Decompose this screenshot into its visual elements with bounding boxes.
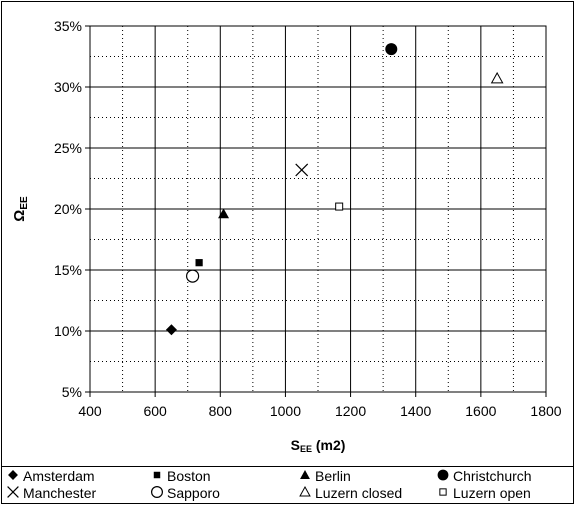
- data-points: [165, 43, 504, 336]
- legend-item-amsterdam: Amsterdam: [6, 468, 95, 485]
- x-axis-title-sub: EE: [300, 444, 312, 454]
- x-axis-title-main: S: [291, 437, 300, 453]
- data-point-boston: [195, 259, 203, 267]
- y-tick-label: 30%: [54, 79, 82, 95]
- x-axis-title: SEE (m2): [291, 437, 346, 454]
- legend-marker-shape: [153, 471, 161, 479]
- y-tick-label: 15%: [54, 262, 82, 278]
- legend-item-luzern-closed: Luzern closed: [298, 485, 402, 502]
- data-point-luzern-open: [335, 202, 344, 211]
- x-tick-labels: 400 600 800 1000 1200 1400 1600 1800: [78, 392, 562, 419]
- legend-label: Christchurch: [453, 468, 532, 484]
- y-tick-label: 10%: [54, 323, 82, 339]
- data-point-luzern-closed: [490, 71, 504, 84]
- x-axis-title-unit: (m2): [312, 437, 345, 453]
- y-tick-label: 5%: [62, 384, 82, 400]
- y-tick-labels: 5% 10% 15% 20% 25% 30% 35%: [54, 18, 90, 400]
- legend-marker-shape: [439, 488, 447, 496]
- x-tick-label: 1200: [335, 403, 366, 419]
- legend-marker-shape: [8, 470, 18, 480]
- y-tick-label: 25%: [54, 140, 82, 156]
- legend-marker-shape: [150, 485, 164, 499]
- legend-marker-manchester: [7, 486, 19, 498]
- legend-marker-berlin: [300, 470, 310, 479]
- x-tick-label: 600: [143, 403, 167, 419]
- legend-marker-shape: [437, 469, 449, 481]
- legend-marker-luzern-closed: [299, 486, 311, 497]
- x-tick-label: 1600: [465, 403, 496, 419]
- x-tick-label: 1400: [400, 403, 431, 419]
- data-point-manchester: [295, 163, 309, 177]
- legend-label: Manchester: [23, 485, 97, 501]
- legend-marker-sapporo: [150, 485, 164, 499]
- data-point-berlin: [218, 208, 230, 219]
- data-point-christchurch: [385, 43, 398, 56]
- legend-item-berlin: Berlin: [298, 468, 351, 485]
- y-tick-label: 35%: [54, 18, 82, 34]
- legend-marker-shape: [299, 486, 311, 497]
- grid-lines: [90, 26, 546, 392]
- legend-marker-amsterdam: [8, 470, 18, 480]
- x-tick-label: 800: [209, 403, 233, 419]
- data-point-amsterdam: [165, 324, 177, 336]
- legend-marker-boston: [153, 471, 161, 479]
- x-tick-label: 400: [78, 403, 102, 419]
- legend-item-christchurch: Christchurch: [436, 468, 532, 485]
- data-point-sapporo: [186, 269, 200, 283]
- legend-item-manchester: Manchester: [6, 485, 96, 502]
- legend-label: Amsterdam: [23, 468, 95, 484]
- y-axis-title-main: Ω: [11, 210, 28, 222]
- legend-marker-christchurch: [437, 469, 449, 481]
- y-axis-title-sub: EE: [19, 196, 30, 210]
- legend-label: Boston: [167, 468, 211, 484]
- y-tick-label: 20%: [54, 201, 82, 217]
- legend-label: Luzern open: [453, 485, 531, 501]
- x-tick-label: 1000: [270, 403, 301, 419]
- legend-item-luzern-open: Luzern open: [436, 485, 531, 502]
- legend-marker-shape: [7, 486, 19, 498]
- legend: Amsterdam Boston Berlin Christchurch Manches…: [2, 466, 573, 504]
- legend-label: Sapporo: [167, 485, 220, 501]
- legend-item-sapporo: Sapporo: [150, 485, 220, 502]
- y-axis-title: ΩEE: [11, 196, 30, 222]
- legend-label: Berlin: [315, 468, 351, 484]
- x-tick-label: 1800: [530, 403, 561, 419]
- legend-marker-luzern-open: [439, 488, 447, 496]
- legend-label: Luzern closed: [315, 485, 403, 501]
- legend-marker-shape: [300, 470, 310, 479]
- scatter-chart: 5% 10% 15% 20% 25% 30% 35% 400 600 800 1000 1200 14…: [11, 18, 562, 454]
- legend-item-boston: Boston: [150, 468, 211, 485]
